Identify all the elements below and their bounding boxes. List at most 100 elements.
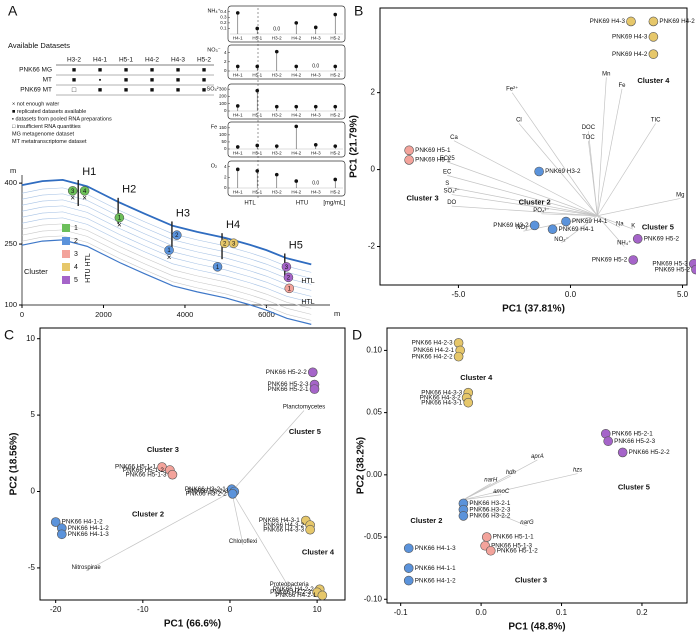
- sample: [228, 238, 239, 248]
- point-label: PNK66 H3-2-2: [186, 490, 227, 497]
- unit-label: [mg/mL]: [323, 201, 345, 207]
- dry-marker: ×: [117, 220, 122, 229]
- y-tick-label: 50: [221, 139, 227, 144]
- legend-swatch: [62, 263, 70, 271]
- x-axis-label: PC1 (48.8%): [508, 622, 565, 633]
- sample-label: 1: [167, 248, 171, 254]
- point-label: PNK66 H5-2-1: [612, 430, 653, 437]
- point-label: PNK66 H4-2-2: [412, 353, 453, 360]
- point-label: PNK69 H4-2: [659, 18, 695, 25]
- loading-vector: [463, 499, 528, 527]
- loading-vector: [597, 215, 634, 230]
- x-tick-label: 10: [313, 605, 322, 614]
- loading-vector: [518, 123, 598, 216]
- y-axis-label: PC2 (38.2%): [356, 437, 367, 494]
- panel-letter: A: [8, 3, 18, 19]
- y-tick-label: 0: [224, 185, 227, 190]
- loading-label: Proteobacteria: [270, 582, 310, 588]
- x-tick-label: H3-2: [272, 73, 282, 78]
- well-label: H5: [289, 239, 303, 251]
- layer-line: [21, 193, 312, 279]
- cluster-label: Cluster 5: [289, 427, 321, 436]
- point-label: PNK66 H4-1-2: [62, 519, 103, 526]
- loading-label: Nitrospirae: [72, 565, 102, 571]
- column-header: H3-2: [67, 57, 81, 64]
- loading-vector: [597, 77, 607, 216]
- y-tick-label: 4: [224, 50, 227, 55]
- x-tick-label: H5-1: [252, 190, 262, 195]
- loading-vector: [231, 491, 244, 546]
- legend-label: 4: [74, 264, 78, 271]
- loading-vector: [231, 410, 305, 492]
- cell-symbol: ■: [72, 77, 76, 84]
- x-tick-label: H3-2: [272, 113, 282, 118]
- y-tick-label: 0: [371, 165, 376, 174]
- y-tick-label: -2: [368, 242, 376, 251]
- y-tick-label: 2: [224, 175, 227, 180]
- point: [309, 384, 320, 394]
- loading-label: EC: [443, 169, 452, 175]
- well-label: H3: [176, 207, 190, 219]
- cell-symbol: ■: [124, 87, 128, 94]
- cell-symbol: ■: [176, 77, 180, 84]
- loading-label: Fe²⁺: [506, 86, 518, 93]
- note: × not enough water: [12, 101, 59, 107]
- loading-vector: [447, 161, 598, 217]
- point: [617, 447, 628, 458]
- legend-label: 5: [74, 277, 78, 284]
- y-tick-label: 200: [219, 94, 227, 99]
- point: [481, 532, 492, 542]
- point: [307, 367, 318, 378]
- x-tick-label: 5.0: [677, 290, 689, 299]
- x-unit: m: [334, 309, 340, 318]
- stem-head: [333, 104, 338, 109]
- y-tick-label: 0.00: [366, 470, 382, 479]
- point-label: PNK69 H5-1: [415, 157, 451, 164]
- loading-label: DO: [447, 200, 456, 206]
- y-tick-label: 0.2: [220, 20, 227, 25]
- legend-swatch: [62, 224, 70, 232]
- x-tick-label: H3-2: [272, 190, 282, 195]
- y-tick-label: 300: [219, 86, 227, 91]
- x-tick-label: H4-2: [291, 113, 301, 118]
- y-tick-label: 100: [219, 101, 227, 106]
- point: [167, 469, 178, 480]
- x-tick-label: -0.1: [394, 608, 408, 617]
- point: [50, 517, 61, 527]
- cluster-label: Cluster 5: [618, 482, 650, 491]
- point-label: PNK69 H4-2: [612, 51, 648, 58]
- plot-frame: [227, 5, 346, 43]
- cell-symbol: ■: [202, 67, 206, 74]
- layer-line: [21, 199, 312, 285]
- point: [626, 16, 636, 27]
- point-label: PNK66 H5-1-1: [493, 534, 534, 541]
- cell-symbol: □: [72, 87, 77, 94]
- cluster-label: Cluster 3: [407, 193, 439, 202]
- loading-vector: [451, 194, 598, 217]
- y-tick-label: -5: [28, 563, 36, 572]
- x-tick-label: H5-1: [252, 151, 262, 156]
- loading-vector: [597, 88, 623, 216]
- point: [485, 545, 496, 556]
- stem-head: [235, 104, 240, 108]
- sample: [79, 186, 90, 196]
- cluster-label: Cluster 4: [637, 76, 670, 85]
- loading-label: NH₄⁺: [617, 240, 631, 247]
- point: [404, 155, 414, 165]
- point-label: PNK69 H5-1: [415, 147, 451, 154]
- y-tick-label: -0.10: [364, 594, 383, 603]
- x-tick-label: H4-3: [311, 151, 321, 156]
- stem-head: [313, 142, 318, 147]
- y-tick-label: 2: [224, 59, 227, 64]
- loading-label: Ca: [450, 135, 458, 141]
- cluster-label: Cluster 4: [460, 373, 493, 382]
- cluster-label: Cluster 2: [410, 516, 442, 525]
- stem-head: [255, 143, 260, 148]
- y-tick-label: -0.05: [364, 532, 383, 541]
- point-label: PNK69 H5-2: [592, 257, 628, 264]
- point: [534, 166, 544, 177]
- x-tick-label: 6000: [258, 310, 275, 319]
- point-label: PNK69 H4-1: [572, 218, 608, 225]
